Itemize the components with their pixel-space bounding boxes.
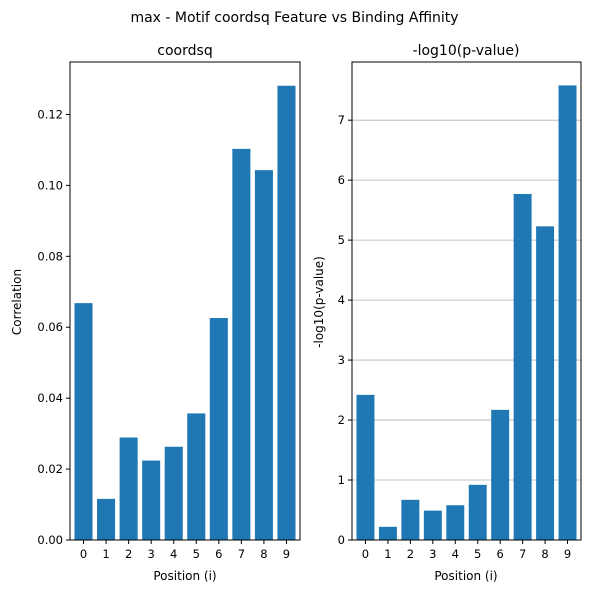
x-tick-label-right: 0 bbox=[362, 547, 369, 561]
y-tick-label-left: 0.02 bbox=[37, 462, 63, 476]
x-tick-label-left: 2 bbox=[125, 547, 132, 561]
y-tick-label-right: 7 bbox=[338, 113, 345, 127]
bar-right-1 bbox=[378, 526, 397, 540]
bar-left-5 bbox=[187, 413, 206, 540]
x-tick-label-right: 6 bbox=[497, 547, 504, 561]
x-tick-label-right: 4 bbox=[452, 547, 459, 561]
y-tick-label-right: 5 bbox=[338, 233, 345, 247]
bar-left-1 bbox=[97, 498, 116, 540]
x-tick-label-right: 2 bbox=[407, 547, 414, 561]
bar-left-7 bbox=[232, 148, 251, 540]
bar-left-6 bbox=[209, 318, 228, 540]
y-tick-label-left: 0.08 bbox=[37, 249, 63, 263]
bar-right-9 bbox=[558, 85, 577, 541]
x-tick-label-left: 4 bbox=[170, 547, 177, 561]
bar-right-7 bbox=[513, 193, 532, 540]
bar-left-8 bbox=[254, 170, 273, 540]
y-axis-label-left: Correlation bbox=[10, 269, 24, 335]
y-axis-label-right: -log10(p-value) bbox=[312, 256, 326, 348]
bar-right-4 bbox=[446, 505, 465, 540]
y-tick-label-left: 0.06 bbox=[37, 320, 63, 334]
bars-left bbox=[74, 85, 296, 540]
bar-right-5 bbox=[468, 484, 487, 540]
bar-left-4 bbox=[164, 446, 183, 540]
chart-panel-correlation: coordsq Position (i) Correlation 0.000.0… bbox=[10, 43, 301, 583]
y-tick-label-right: 4 bbox=[338, 293, 345, 307]
x-axis-label-right: Position (i) bbox=[434, 569, 497, 583]
x-tick-label-left: 8 bbox=[260, 547, 267, 561]
bar-right-6 bbox=[491, 409, 510, 540]
bar-left-2 bbox=[119, 437, 138, 540]
x-tick-label-right: 9 bbox=[564, 547, 571, 561]
bar-right-3 bbox=[423, 510, 442, 540]
x-axis-label-left: Position (i) bbox=[153, 569, 216, 583]
y-tick-label-right: 3 bbox=[338, 353, 345, 367]
x-tick-label-left: 0 bbox=[80, 547, 87, 561]
bar-right-0 bbox=[356, 394, 375, 540]
x-tick-label-right: 3 bbox=[429, 547, 436, 561]
y-tick-label-right: 2 bbox=[338, 413, 345, 427]
x-tick-label-left: 9 bbox=[283, 547, 290, 561]
y-tick-label-left: 0.12 bbox=[37, 107, 63, 121]
x-tick-label-left: 6 bbox=[215, 547, 222, 561]
ticks-right: 0 1 2 3 4 5 6 7 0 1 2 3 4 5 6 7 8 9 bbox=[338, 113, 572, 561]
x-tick-label-right: 8 bbox=[541, 547, 548, 561]
bar-right-2 bbox=[401, 499, 420, 540]
ticks-left: 0.00 0.02 0.04 0.06 0.08 0.10 0.12 0 1 2 3 4 5 6 7 8 9 bbox=[37, 107, 290, 561]
x-tick-label-right: 1 bbox=[384, 547, 391, 561]
bar-left-9 bbox=[277, 85, 296, 540]
y-tick-label-left: 0.10 bbox=[37, 178, 63, 192]
y-tick-label-right: 0 bbox=[338, 533, 345, 547]
bars-right bbox=[356, 85, 577, 541]
chart-title-left: coordsq bbox=[157, 43, 212, 59]
x-tick-label-left: 1 bbox=[102, 547, 109, 561]
x-tick-label-right: 7 bbox=[519, 547, 526, 561]
y-tick-label-left: 0.04 bbox=[37, 391, 63, 405]
x-tick-label-left: 7 bbox=[238, 547, 245, 561]
x-tick-label-left: 3 bbox=[148, 547, 155, 561]
y-tick-label-left: 0.00 bbox=[37, 533, 63, 547]
chart-title-right: -log10(p-value) bbox=[413, 43, 520, 59]
chart-panel-pvalue: -log10(p-value) Position (i) -log10(p-va… bbox=[312, 43, 582, 583]
x-tick-label-right: 5 bbox=[474, 547, 481, 561]
figure-suptitle: max - Motif coordsq Feature vs Binding A… bbox=[130, 10, 458, 26]
x-tick-label-left: 5 bbox=[193, 547, 200, 561]
bar-right-8 bbox=[536, 226, 555, 540]
plot-frame-left bbox=[69, 61, 301, 541]
bar-left-0 bbox=[74, 303, 93, 540]
y-tick-label-right: 6 bbox=[338, 173, 345, 187]
bar-left-3 bbox=[142, 460, 161, 540]
y-tick-label-right: 1 bbox=[338, 473, 345, 487]
plot-frame-right bbox=[351, 61, 582, 541]
